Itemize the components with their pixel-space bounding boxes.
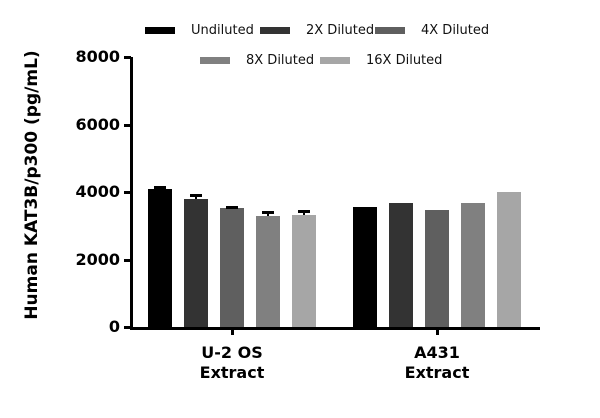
- legend-swatch: [145, 27, 175, 34]
- error-bar-cap: [190, 194, 202, 198]
- bar: [497, 192, 521, 327]
- legend-swatch: [320, 57, 350, 64]
- y-tick: [124, 326, 131, 329]
- legend-label: 2X Diluted: [306, 23, 375, 38]
- bar: [389, 203, 413, 327]
- y-tick-label: 2000: [75, 249, 120, 269]
- y-tick: [124, 123, 131, 127]
- y-tick-label: 0: [108, 317, 120, 336]
- legend-swatch: [375, 27, 405, 34]
- bar: [292, 214, 316, 327]
- x-tick: [436, 327, 439, 335]
- bar: [220, 207, 244, 327]
- error-bar: [267, 211, 269, 216]
- legend-label: Undiluted: [191, 23, 254, 38]
- legend-item: 16X Diluted: [320, 53, 442, 68]
- legend-label: 8X Diluted: [246, 53, 315, 68]
- error-bar-cap: [154, 185, 166, 189]
- y-tick: [124, 191, 131, 194]
- y-axis-label: Human KAT3B/p300 (pg/mL): [22, 50, 42, 320]
- legend-label: 4X Diluted: [421, 23, 490, 38]
- legend-item: 4X Diluted: [375, 23, 489, 38]
- error-bar: [303, 210, 305, 215]
- y-tick: [124, 258, 131, 262]
- y-tick-label: 6000: [75, 114, 120, 134]
- y-tick-label: 8000: [75, 47, 120, 66]
- legend-label: 16X Diluted: [366, 53, 443, 68]
- x-category-label: A431 Extract: [404, 343, 470, 382]
- error-bar-cap: [262, 210, 274, 214]
- error-bar-cap: [226, 205, 238, 209]
- bar: [148, 188, 172, 327]
- bar: [184, 199, 208, 327]
- bar: [353, 206, 377, 327]
- legend-swatch: [260, 27, 290, 34]
- bar: [425, 209, 449, 327]
- legend-item: Undiluted: [145, 23, 254, 38]
- error-bar-cap: [298, 209, 310, 213]
- legend-item: 2X Diluted: [260, 23, 374, 38]
- x-axis-line: [130, 327, 540, 330]
- bar: [461, 203, 485, 327]
- y-tick: [124, 56, 131, 59]
- x-category-label: U-2 OS Extract: [199, 343, 265, 382]
- y-axis-line: [130, 57, 133, 329]
- legend-swatch: [200, 57, 230, 64]
- bar: [256, 215, 280, 327]
- x-tick: [231, 327, 234, 335]
- y-tick-label: 4000: [75, 182, 120, 201]
- legend-item: 8X Diluted: [200, 53, 314, 68]
